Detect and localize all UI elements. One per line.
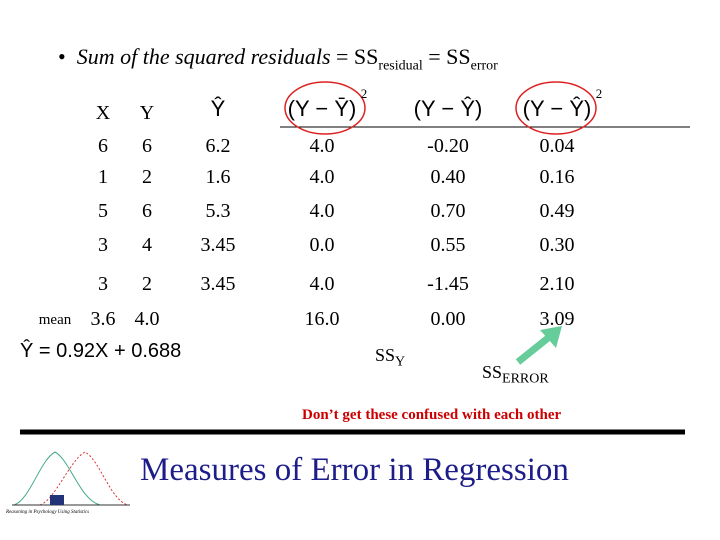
title: Measures of Error in Regression (140, 452, 569, 488)
ss-error-sub: ERROR (502, 371, 549, 387)
note: Don’t get these confused with each other (302, 407, 562, 423)
table-cell: 4 (142, 234, 152, 256)
column-header: (Y − Ŷ) (413, 96, 483, 121)
mean-label: mean (38, 312, 72, 328)
bullet-dot: • (58, 44, 77, 69)
column-header: Ŷ (210, 96, 226, 121)
column-header: (Y − Ȳ) (287, 96, 357, 121)
header-exponent: 2 (595, 86, 603, 101)
table-cell: 6.2 (205, 135, 231, 157)
table-cell: 6 (142, 135, 152, 157)
logo-caption: Reasoning in Psychology Using Statistics (6, 510, 90, 515)
column-header: (Y − Ŷ) (522, 96, 592, 121)
table-cell: -0.20 (427, 135, 469, 157)
table-cell: 4.0 (309, 200, 335, 222)
table-cell: 5.3 (205, 200, 231, 222)
ss-y-text: SS (375, 345, 396, 365)
table-cell: 2 (142, 273, 152, 295)
arrow (515, 335, 551, 365)
table-cell: 1.6 (205, 166, 231, 188)
column-header: X (95, 102, 111, 124)
bullet-eq: = SS (330, 44, 379, 69)
ss-error: SSERROR (482, 362, 549, 388)
bullet-text: Sum of the squared residuals (76, 44, 331, 69)
bullet-sub: residual (378, 58, 423, 74)
table-cell: 0.55 (430, 234, 466, 256)
table-cell: 0.04 (539, 135, 575, 157)
ss-error-text: SS (482, 362, 503, 382)
table-cell: 0.16 (539, 166, 575, 188)
bullet-eq: = SS (422, 44, 471, 69)
logo (12, 451, 130, 506)
table-cell: 6 (98, 135, 108, 157)
table-cell: 0.49 (539, 200, 575, 222)
mean-cell: 4.0 (134, 308, 160, 330)
equation: Ŷ = 0.92X + 0.688 (20, 340, 182, 362)
mean-cell: 16.0 (304, 308, 340, 330)
table-cell: 1 (98, 166, 108, 188)
table-cell: 4.0 (309, 135, 335, 157)
mean-cell: 0.00 (430, 308, 466, 330)
table-cell: 4.0 (309, 273, 335, 295)
arrow-head (540, 326, 562, 348)
bullet-sub: error (470, 58, 498, 74)
ss-y-sub: Y (395, 354, 406, 370)
table-cell: 0.40 (430, 166, 466, 188)
mean-cell: 3.09 (539, 308, 575, 330)
bullet: • Sum of the squared residuals = SSresid… (58, 44, 498, 74)
table-cell: 4.0 (309, 166, 335, 188)
table-cell: 2 (142, 166, 152, 188)
column-header: Y (139, 102, 155, 124)
table-cell: 5 (98, 200, 108, 222)
highlight-circle (515, 81, 597, 135)
header-exponent: 2 (360, 86, 368, 101)
table-cell: 6 (142, 200, 152, 222)
table-cell: 3.45 (200, 234, 236, 256)
table-cell: -1.45 (427, 273, 469, 295)
ss-y: SSY (375, 345, 405, 371)
table-cell: 0.0 (309, 234, 335, 256)
highlight-circle (284, 81, 366, 135)
table-cell: 0.70 (430, 200, 466, 222)
table-cell: 3 (98, 234, 108, 256)
table-cell: 2.10 (539, 273, 575, 295)
table-cell: 3 (98, 273, 108, 295)
table-cell: 0.30 (539, 234, 575, 256)
mean-cell: 3.6 (90, 308, 116, 330)
table-cell: 3.45 (200, 273, 236, 295)
